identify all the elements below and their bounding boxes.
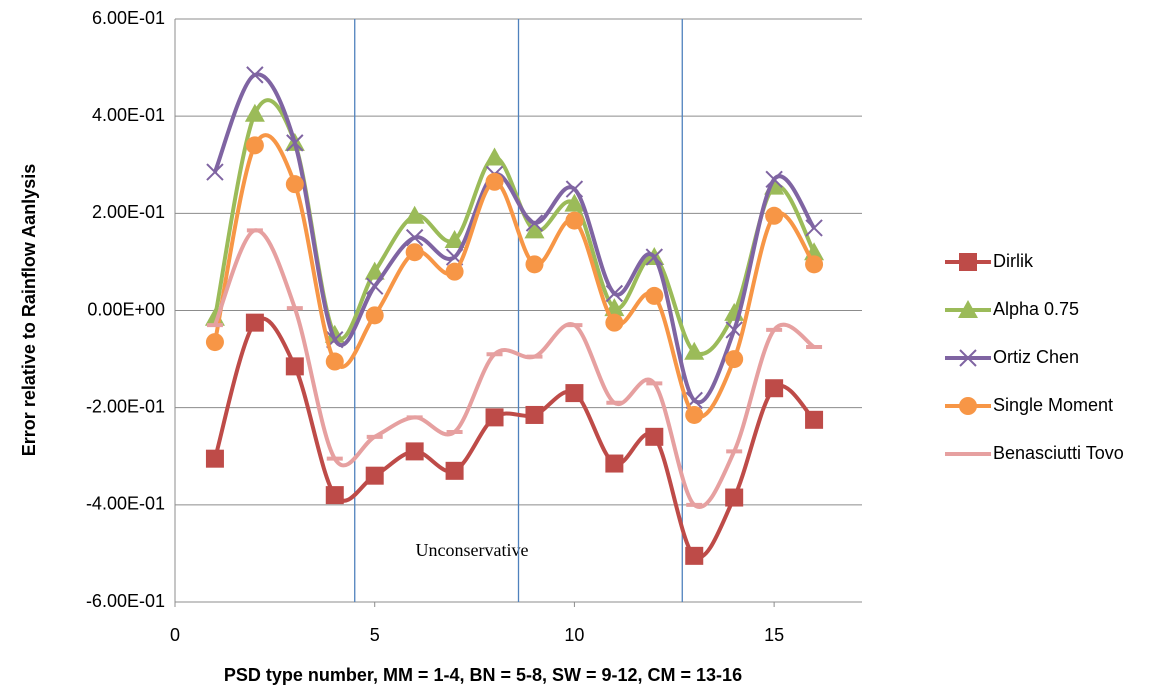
series-line bbox=[213, 72, 816, 405]
marker bbox=[325, 352, 344, 371]
marker bbox=[765, 170, 783, 189]
legend-item: Benasciutti Tovo bbox=[945, 443, 1124, 463]
legend-label: Dirlik bbox=[993, 251, 1034, 271]
y-tick-label: -2.00E-01 bbox=[86, 396, 165, 416]
annotation: Unconservative bbox=[416, 540, 529, 560]
marker bbox=[286, 134, 304, 152]
marker bbox=[605, 284, 624, 303]
y-axis-title: Error relative to Rainflow Aanlysis bbox=[19, 164, 39, 456]
marker bbox=[445, 461, 464, 480]
marker bbox=[605, 454, 624, 473]
marker bbox=[405, 243, 424, 262]
marker bbox=[645, 427, 664, 446]
series-line bbox=[213, 228, 816, 509]
marker bbox=[325, 486, 344, 505]
marker bbox=[959, 397, 977, 415]
marker bbox=[244, 103, 265, 122]
x-tick-label: 10 bbox=[564, 625, 584, 645]
y-tick-label: -4.00E-01 bbox=[86, 494, 165, 514]
marker bbox=[246, 66, 264, 84]
marker bbox=[405, 442, 424, 461]
marker bbox=[245, 136, 264, 155]
marker bbox=[565, 211, 584, 230]
legend-label: Ortiz Chen bbox=[993, 347, 1079, 367]
marker bbox=[959, 253, 977, 271]
marker bbox=[565, 384, 584, 403]
marker bbox=[645, 286, 664, 305]
marker bbox=[685, 546, 704, 565]
marker bbox=[444, 230, 465, 249]
x-tick-label: 0 bbox=[170, 625, 180, 645]
marker bbox=[684, 341, 705, 360]
marker bbox=[564, 193, 585, 212]
y-tick-label: 4.00E-01 bbox=[92, 105, 165, 125]
marker bbox=[725, 350, 744, 369]
legend-label: Benasciutti Tovo bbox=[993, 443, 1124, 463]
legend-label: Single Moment bbox=[993, 395, 1113, 415]
marker bbox=[445, 262, 464, 281]
marker bbox=[206, 163, 224, 181]
marker bbox=[805, 219, 823, 237]
marker bbox=[605, 313, 624, 332]
marker bbox=[685, 405, 704, 424]
marker bbox=[285, 175, 304, 194]
marker bbox=[365, 466, 384, 485]
x-tick-label: 5 bbox=[370, 625, 380, 645]
marker bbox=[404, 205, 425, 224]
y-tick-label: -6.00E-01 bbox=[86, 591, 165, 611]
marker bbox=[285, 357, 304, 376]
marker bbox=[485, 408, 504, 427]
y-tick-label: 6.00E-01 bbox=[92, 8, 165, 28]
marker bbox=[364, 261, 385, 280]
marker bbox=[565, 180, 584, 198]
legend-item: Dirlik bbox=[945, 251, 1034, 271]
marker bbox=[525, 214, 544, 232]
marker bbox=[485, 172, 504, 191]
marker bbox=[366, 277, 384, 295]
marker bbox=[484, 147, 505, 166]
marker bbox=[405, 228, 424, 247]
series-line bbox=[212, 133, 816, 419]
y-tick-label: 0.00E+00 bbox=[87, 299, 165, 319]
marker bbox=[205, 449, 224, 468]
x-tick-label: 15 bbox=[764, 625, 784, 645]
marker bbox=[245, 313, 264, 332]
y-tick-label: 2.00E-01 bbox=[92, 202, 165, 222]
marker bbox=[525, 405, 544, 424]
marker bbox=[959, 349, 977, 367]
legend-item: Single Moment bbox=[945, 395, 1113, 415]
marker bbox=[205, 333, 224, 352]
marker bbox=[524, 220, 545, 239]
marker bbox=[805, 255, 824, 274]
marker bbox=[958, 300, 978, 318]
legend-item: Ortiz Chen bbox=[945, 347, 1079, 367]
marker bbox=[725, 488, 744, 507]
marker bbox=[765, 206, 784, 225]
marker bbox=[324, 324, 345, 343]
marker bbox=[525, 255, 544, 274]
marker bbox=[765, 379, 784, 398]
marker bbox=[805, 410, 824, 429]
x-axis-title: PSD type number, MM = 1-4, BN = 5-8, SW … bbox=[224, 665, 742, 685]
marker bbox=[645, 248, 664, 266]
series-line bbox=[213, 316, 816, 560]
legend-label: Alpha 0.75 bbox=[993, 299, 1079, 319]
marker bbox=[365, 306, 384, 325]
legend-item: Alpha 0.75 bbox=[945, 299, 1079, 319]
